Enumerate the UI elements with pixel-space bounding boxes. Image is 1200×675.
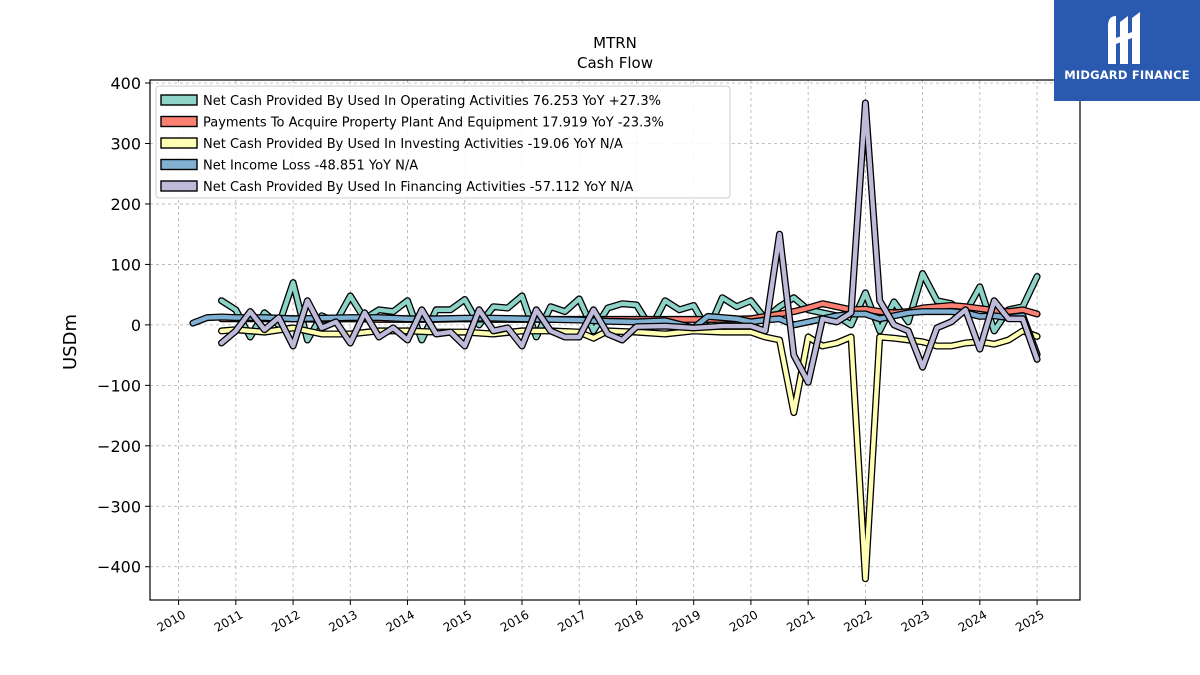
series-line bbox=[219, 100, 1040, 385]
x-tick-label: 2013 bbox=[326, 607, 359, 634]
x-tick-label: 2014 bbox=[384, 607, 417, 634]
x-tick-label: 2010 bbox=[155, 607, 188, 634]
legend-label: Net Cash Provided By Used In Financing A… bbox=[203, 180, 633, 195]
y-tick-label: −100 bbox=[97, 376, 141, 395]
legend-label: Net Cash Provided By Used In Investing A… bbox=[203, 137, 623, 152]
legend-swatch bbox=[160, 115, 198, 128]
legend-swatch bbox=[160, 180, 198, 192]
series-lines bbox=[189, 99, 1041, 583]
x-tick-label: 2022 bbox=[841, 607, 874, 634]
legend: Net Cash Provided By Used In Operating A… bbox=[155, 85, 731, 199]
y-tick-label: 300 bbox=[110, 134, 141, 153]
legend-label: Net Cash Provided By Used In Operating A… bbox=[203, 94, 661, 109]
chart-title: MTRN bbox=[593, 34, 637, 52]
x-tick-label: 2023 bbox=[899, 607, 932, 634]
brand-name: MIDGARD FINANCE bbox=[1064, 68, 1190, 82]
y-tick-label: −300 bbox=[97, 497, 141, 516]
legend-box bbox=[155, 85, 731, 199]
y-tick-label: 200 bbox=[110, 195, 141, 214]
brand-logo-icon bbox=[1108, 12, 1140, 64]
x-tick-label: 2019 bbox=[670, 607, 703, 634]
series-line bbox=[190, 309, 1040, 357]
x-tick-label: 2020 bbox=[727, 607, 760, 634]
series-outline bbox=[218, 324, 1041, 583]
series-line bbox=[219, 325, 1040, 581]
x-tick-label: 2021 bbox=[784, 607, 817, 634]
legend-label: Net Income Loss -48.851 YoY N/A bbox=[203, 159, 418, 174]
plot-frame bbox=[149, 79, 1081, 601]
y-tick-label: 400 bbox=[110, 74, 141, 93]
x-tick-label: 2012 bbox=[269, 607, 302, 634]
x-tick-label: 2018 bbox=[613, 607, 646, 634]
x-tick-label: 2017 bbox=[555, 607, 588, 634]
x-tick-label: 2024 bbox=[956, 607, 989, 634]
x-tick-label: 2015 bbox=[441, 607, 474, 634]
chart-subtitle: Cash Flow bbox=[577, 54, 653, 72]
x-tick-label: 2016 bbox=[498, 607, 531, 634]
legend-swatch bbox=[160, 158, 198, 171]
legend-swatch bbox=[160, 137, 198, 149]
x-tick-label: 2025 bbox=[1013, 607, 1046, 634]
x-tick-label: 2011 bbox=[212, 607, 245, 634]
brand-logo: MIDGARD FINANCE bbox=[1054, 0, 1200, 101]
legend-label: Payments To Acquire Property Plant And E… bbox=[203, 116, 664, 131]
y-tick-label: 0 bbox=[131, 316, 141, 335]
y-axis-label: USDm bbox=[60, 314, 81, 370]
y-tick-label: −400 bbox=[97, 558, 141, 577]
y-tick-label: −200 bbox=[97, 437, 141, 456]
legend-swatch bbox=[160, 94, 198, 106]
y-tick-label: 100 bbox=[110, 255, 141, 274]
